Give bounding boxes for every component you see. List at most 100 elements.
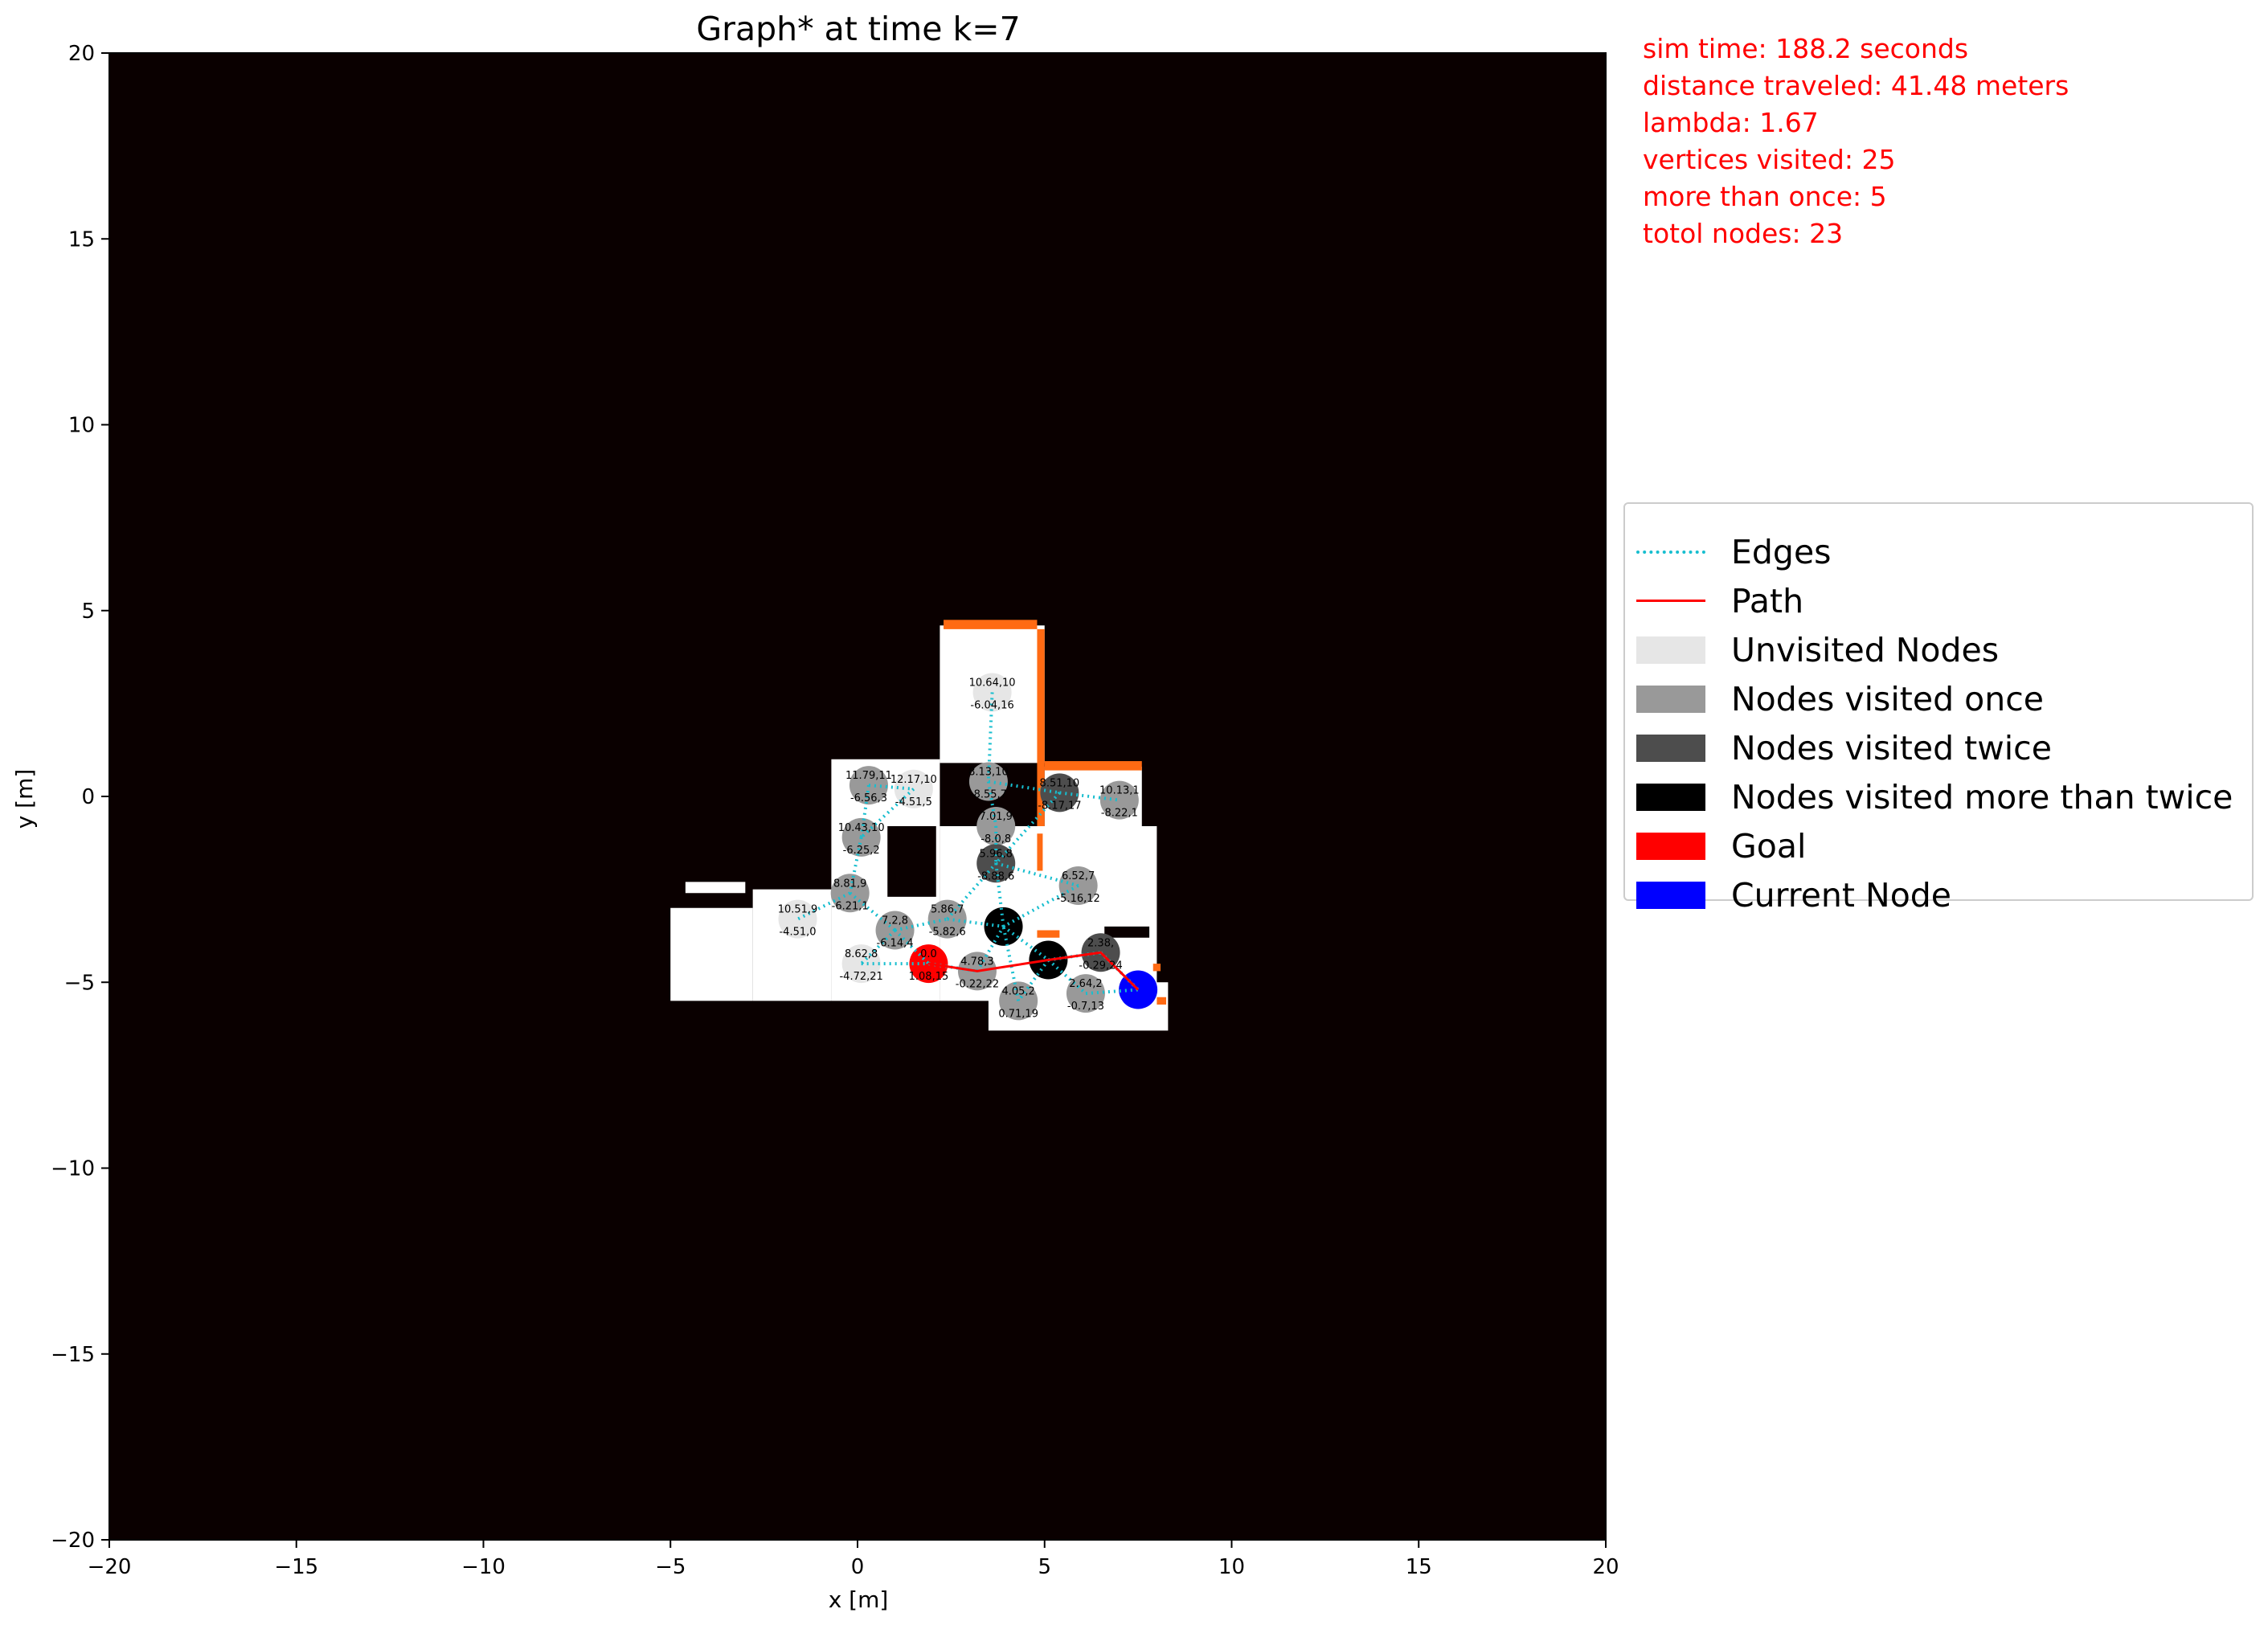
legend-label-visited-once: Nodes visited once [1731,680,2044,718]
legend-item-goal: Goal [1636,822,1806,870]
legend-label-visited-more: Nodes visited more than twice [1731,778,2233,817]
sim-time-text: sim time: 188.2 seconds [1643,33,1969,64]
node-label-top: 4.05,2 [1001,985,1034,997]
node-label-bottom: -4.72,21 [839,971,882,983]
node-label-bottom: -8.88,6 [977,870,1014,882]
legend-item-unvisited: Unvisited Nodes [1636,626,1999,674]
legend-swatch-edges [1636,538,1705,566]
x-axis-label: x [m] [829,1586,889,1613]
graph-edge [894,929,930,965]
robot-path [928,951,1140,991]
free-space-region [685,882,746,894]
legend-swatch-path [1636,587,1705,615]
node-label-top: 4.78,3 [960,956,993,968]
obstacle-region [1152,964,1161,972]
node-label-top: 8.81,9 [833,878,866,890]
sim-info-panel: sim time: 188.2 seconds distance travele… [1643,31,2069,252]
obstacle-region [944,620,1038,629]
obstacle-region [1037,833,1043,871]
free-space-region [670,907,753,1001]
obstacle-region [1044,761,1142,771]
x-tick-label: 0 [851,1555,865,1579]
legend-swatch-visited-twice [1636,735,1705,762]
vertices-visited-text: vertices visited: 25 [1643,144,1896,175]
graph-node-once [1099,780,1139,820]
node-label-top: 10.13,1 [1099,785,1140,797]
legend-line [1636,600,1705,602]
node-label-top: 5.86,7 [931,904,964,916]
node-label-top: 8.62,8 [845,948,878,960]
x-tick-label: −15 [274,1555,318,1579]
legend-item-visited-twice: Nodes visited twice [1636,724,2052,772]
graph-edge [988,780,1060,795]
y-tick-label: 5 [81,600,95,624]
x-tick-label: −5 [655,1555,686,1579]
legend-swatch-current [1636,882,1705,909]
graph-edge [1001,926,1021,1001]
more-than-once-text: more than once: 5 [1643,181,1887,212]
node-label-top: 10.64,10 [969,677,1016,690]
legend-label-goal: Goal [1731,827,1807,866]
node-label-bottom: -8.22,1 [1101,808,1138,820]
node-label-bottom: -8.17,17 [1038,800,1081,812]
node-label-top: 2.64,2 [1069,978,1102,990]
node-label-top: 8.13,10 [968,767,1009,779]
interior-obstacle [1104,926,1150,938]
graph-node-unvisited [778,899,817,939]
graph-edge [947,917,1004,928]
legend-item-visited-once: Nodes visited once [1636,675,2044,723]
node-label-bottom: -6.21,1 [832,900,869,912]
legend-item-visited-more: Nodes visited more than twice [1636,773,2233,821]
node-label-bottom: -6.25,2 [843,845,880,857]
graph-edge [994,792,1061,865]
graph-edge [946,862,997,920]
node-label-top: 10.43,10 [838,822,885,834]
obstacle-region [1037,930,1060,938]
node-label-top: 7.01,9 [980,811,1013,823]
y-tick-label: −15 [51,1343,95,1367]
node-label-bottom: -8.0,8 [980,833,1011,845]
y-tick-label: 15 [68,227,95,252]
legend-label-unvisited: Unvisited Nodes [1731,631,2000,669]
y-tick-label: −10 [51,1157,95,1181]
node-label-bottom: 0.71,19 [998,1008,1038,1020]
legend-swatch-visited-more [1636,784,1705,811]
plot-area: 11.79,11 -6.56,312.17,10 -4.51,5 10.43,10 -6… [109,53,1606,1540]
legend-label-visited-twice: Nodes visited twice [1731,729,2052,767]
node-label-top: 8.51,10 [1040,777,1080,789]
legend-line [1636,551,1705,554]
graph-edge [986,781,998,827]
graph-edge [868,784,914,791]
lambda-text: lambda: 1.67 [1643,107,1819,138]
legend-item-current: Current Node [1636,871,1951,919]
legend-swatch-goal [1636,833,1705,860]
legend-item-edges: Edges [1636,528,1832,576]
x-tick-label: −10 [461,1555,506,1579]
node-label-bottom: -4.51,5 [895,796,932,808]
node-label-bottom: -8.55,7 [970,789,1007,801]
node-label-top: 12.17,10 [890,774,937,786]
axes: −20 −15 −10 −5 0 5 10 15 20 −20 −15 −10 −5 0 5 10 15 20 [51,42,1619,1579]
node-label-top: 0.0 [920,948,937,960]
graph-edge [848,837,863,894]
legend-swatch-visited-once [1636,686,1705,713]
legend-label-current: Current Node [1731,876,1952,915]
graph-edge [849,891,896,932]
y-tick-label: 0 [81,785,95,809]
interior-obstacle [887,826,936,897]
node-label-bottom: -4.51,0 [779,927,816,939]
node-label-bottom: 1.08,15 [909,971,949,983]
node-label-top: 2.38, [1087,937,1114,949]
x-tick-label: 10 [1218,1555,1245,1579]
graph-edge [986,692,994,782]
node-label-top: 5.96,8 [980,848,1013,860]
legend-item-path: Path [1636,577,1803,625]
total-nodes-text: totol nodes: 23 [1643,218,1844,249]
obstacle-region [1037,628,1045,826]
node-label-bottom: -0.29,24 [1079,960,1122,972]
distance-traveled-text: distance traveled: 41.48 meters [1643,70,2069,101]
node-label-top: 7.2,8 [882,915,908,927]
node-label-top: 6.52,7 [1062,870,1095,882]
node-label-bottom: -6.56,3 [850,792,887,804]
graph-edge [860,929,896,965]
